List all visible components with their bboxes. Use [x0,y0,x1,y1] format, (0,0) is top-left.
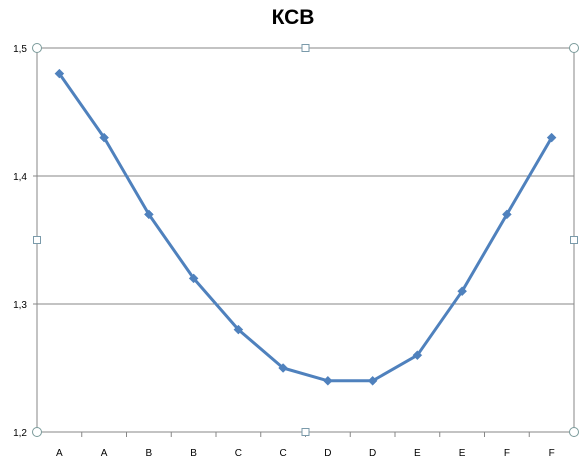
resize-handle-side-2[interactable] [33,236,41,244]
x-tick-label-11: F [549,448,555,459]
resize-handle-corner-1[interactable] [569,43,579,53]
data-point-4 [233,324,244,335]
x-tick-label-3: B [190,448,197,459]
y-tick-label-3: 1,5 [13,44,27,55]
data-point-9 [457,286,467,297]
x-tick-label-7: D [369,448,376,459]
x-tick-label-6: D [324,448,331,459]
x-tick-label-10: F [504,448,510,459]
x-tick-label-1: A [101,448,108,459]
resize-handle-corner-2[interactable] [32,427,42,437]
y-tick-label-1: 1,3 [13,300,27,311]
resize-handle-corner-0[interactable] [32,43,42,53]
data-point-8 [412,350,423,361]
data-point-1 [99,132,109,143]
data-point-5 [278,363,288,373]
series-line-0 [58,72,553,383]
series [54,68,557,386]
data-point-10 [502,209,512,220]
resize-handle-corner-3[interactable] [569,427,579,437]
data-point-7 [367,375,378,386]
x-tick-label-9: E [459,448,466,459]
x-tick-label-2: B [146,448,153,459]
data-point-3 [188,273,199,284]
resize-handle-side-3[interactable] [570,236,578,244]
y-tick-label-0: 1,2 [13,428,27,439]
data-point-2 [144,209,154,220]
x-tick-label-5: C [280,448,287,459]
y-tick-label-2: 1,4 [13,172,27,183]
data-point-0 [54,68,65,79]
x-tick-label-0: A [56,448,63,459]
chart-title: КСВ [271,6,315,29]
resize-handle-side-0[interactable] [301,44,310,52]
resize-handle-side-1[interactable] [301,428,310,436]
x-tick-label-4: C [235,448,242,459]
data-point-11 [546,132,557,143]
selection-handles[interactable] [32,43,579,437]
x-tick-label-8: E [414,448,421,459]
data-point-6 [323,375,333,386]
